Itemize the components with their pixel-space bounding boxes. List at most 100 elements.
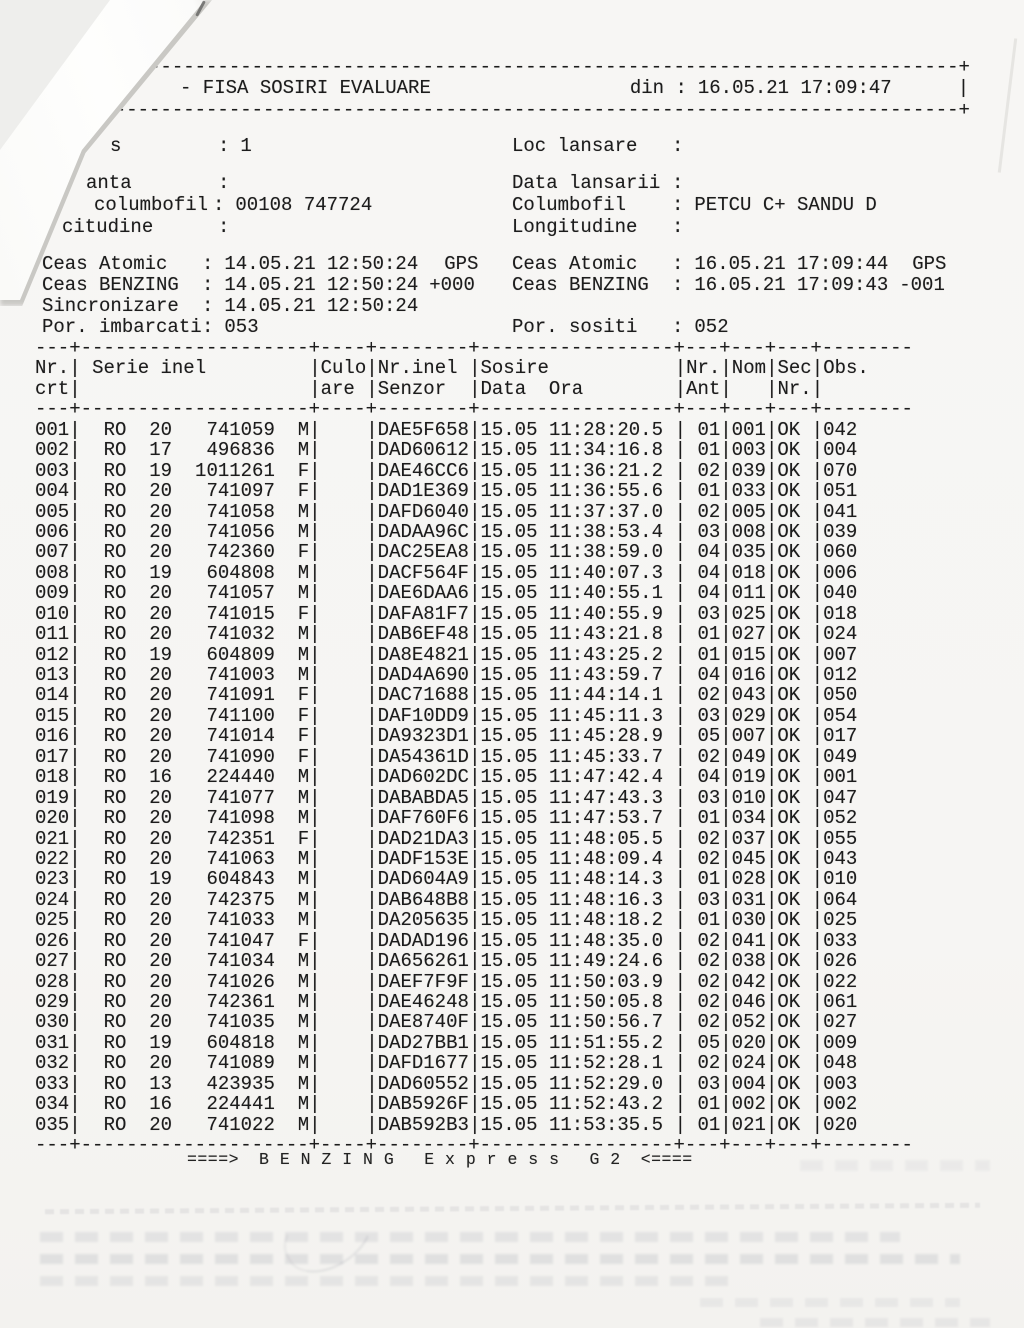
cell-nr-ant: 02 [697, 992, 721, 1013]
cell-sosire-ora: 11:47:43.3 [548, 787, 663, 809]
cell-obs: 010 [823, 869, 858, 890]
cell-tara: RO [103, 971, 127, 993]
column-divider [309, 461, 320, 481]
cell-serie-inel: 741034 [206, 951, 275, 972]
column-divider [469, 358, 480, 378]
cell-an: 19 [149, 460, 173, 482]
column-divider [720, 420, 731, 440]
cell-an: 20 [149, 1114, 173, 1136]
cell-tara: RO [103, 787, 127, 809]
cell-sosire-data: 15.05 [480, 910, 538, 931]
column-divider [720, 358, 731, 378]
column-divider [366, 1094, 377, 1114]
field-value: 14.05.21 12:50:24 [224, 253, 419, 275]
column-divider [675, 767, 686, 787]
clock-field-benzing-left: Ceas BENZING:14.05.21 12:50:24 +000 [42, 275, 475, 296]
column-divider [766, 747, 777, 767]
cell-sosire-ora: 11:43:59.7 [548, 665, 663, 686]
cell-sosire-ora: 11:36:55.6 [548, 481, 663, 502]
column-divider [675, 1012, 686, 1032]
cell-sex: M [297, 1032, 310, 1054]
cell-sec: OK [777, 419, 801, 441]
col-header-sec: Sec [777, 358, 812, 379]
cell-sosire-ora: 11:40:55.1 [548, 583, 663, 604]
cell-sec: OK [777, 583, 801, 604]
cell-nom: 049 [731, 746, 766, 768]
cell-senzor: DAEF7F9F [377, 971, 469, 993]
table-row: 017 RO 20 741090 F DA54361D 15.05 11:45:33.7 02 0… [35, 747, 915, 767]
cell-senzor: DAE6DAA6 [377, 583, 469, 604]
column-divider [766, 440, 777, 460]
column-divider [309, 685, 320, 705]
column-divider [812, 583, 823, 603]
column-divider [812, 440, 823, 460]
cell-nr-crt: 034 [35, 1094, 70, 1115]
cell-sex: M [297, 971, 310, 993]
cell-serie-inel: 741033 [206, 910, 275, 931]
cell-an: 20 [149, 828, 173, 849]
field-label: Por. imbarcati [42, 316, 202, 338]
cell-senzor: DA9323D1 [377, 726, 469, 747]
cell-nom: 027 [731, 624, 766, 645]
cell-sosire-data: 15.05 [480, 603, 538, 625]
cell-an: 20 [149, 521, 173, 543]
cell-tara: RO [103, 603, 127, 625]
cell-obs: 060 [823, 542, 858, 563]
column-divider [469, 685, 480, 705]
column-divider [366, 685, 377, 705]
column-divider [812, 767, 823, 787]
cell-sec: OK [777, 481, 801, 502]
cell-sec: OK [777, 1012, 801, 1033]
column-divider [720, 1115, 731, 1135]
column-divider [675, 992, 686, 1012]
column-divider [675, 481, 686, 501]
cell-obs: 027 [823, 1012, 858, 1033]
cell-nom: 018 [731, 562, 766, 584]
column-divider [366, 604, 377, 624]
cell-obs: 001 [823, 767, 858, 788]
info-field-data-lansarii: Data lansarii: [512, 173, 694, 194]
cell-tara: RO [103, 889, 127, 911]
column-divider [675, 420, 686, 440]
cell-sex: M [297, 848, 310, 870]
cell-senzor: DA54361D [377, 746, 469, 768]
cell-nr-ant: 01 [697, 481, 721, 502]
cell-serie-inel: 741077 [206, 787, 275, 809]
cell-senzor: DAE46248 [377, 992, 469, 1013]
column-divider [766, 645, 777, 665]
cell-nr-crt: 035 [35, 1114, 70, 1136]
cell-sosire-ora: 11:48:05.5 [548, 828, 663, 849]
cell-sec: OK [777, 603, 801, 625]
cell-sec: OK [777, 726, 801, 747]
table-row: 034 RO 16 224441 M DAB5926F 15.05 11:52:43.2 01 0… [35, 1094, 915, 1114]
cell-an: 20 [149, 992, 173, 1013]
column-divider [69, 951, 80, 971]
cell-an: 20 [149, 951, 173, 972]
cell-nom: 001 [731, 419, 766, 441]
field-porumbei-imbarcati: Por. imbarcati: 053 [42, 316, 259, 338]
cell-tara: RO [103, 501, 127, 522]
column-divider [469, 747, 480, 767]
column-divider [309, 747, 320, 767]
column-divider [69, 890, 80, 910]
cell-serie-inel: 741035 [206, 1012, 275, 1033]
cell-sosire-data: 15.05 [480, 1012, 538, 1033]
column-divider [766, 358, 777, 378]
column-divider [720, 869, 731, 889]
cell-nr-crt: 001 [35, 419, 70, 441]
cell-nom: 021 [731, 1114, 766, 1136]
column-divider [812, 665, 823, 685]
column-divider [309, 1115, 320, 1135]
cell-an: 17 [149, 440, 173, 461]
table-row: 001 RO 20 741059 M DAE5F658 15.05 11:28:20.5 01 0… [35, 420, 915, 440]
cell-an: 20 [149, 481, 173, 502]
cell-nr-ant: 03 [697, 603, 721, 625]
table-row: 026 RO 20 741047 F DADAD196 15.05 11:48:35.0 02 0… [35, 931, 915, 951]
column-divider [812, 890, 823, 910]
cell-sec: OK [777, 767, 801, 788]
cell-tara: RO [103, 624, 127, 645]
cell-senzor: DAF10DD9 [377, 705, 469, 727]
cell-sosire-data: 15.05 [480, 746, 538, 768]
cell-an: 20 [149, 726, 173, 747]
cell-senzor: DAE8740F [377, 1012, 469, 1033]
